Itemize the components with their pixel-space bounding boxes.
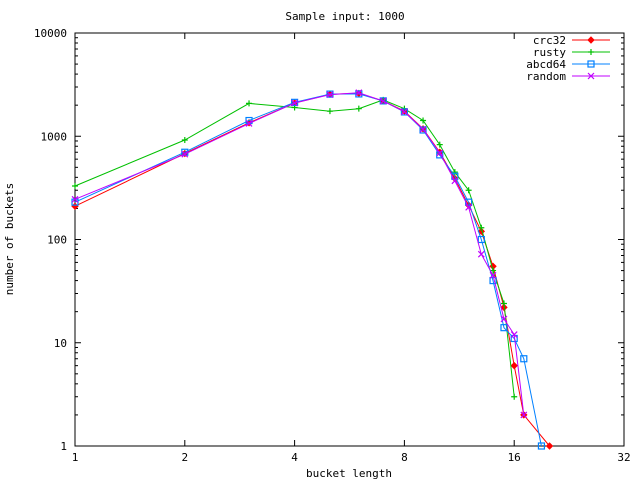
data-point — [355, 105, 362, 112]
data-point — [465, 187, 472, 194]
legend-label: random — [526, 70, 566, 83]
series-rusty — [72, 96, 518, 400]
data-point — [490, 267, 497, 274]
data-point — [510, 361, 518, 370]
series-line — [74, 99, 515, 397]
chart-title: Sample input: 1000 — [285, 10, 404, 23]
data-point — [436, 151, 444, 159]
data-point — [400, 108, 408, 116]
y-tick-label: 1 — [60, 440, 67, 453]
legend-marker — [587, 36, 595, 44]
data-point — [436, 141, 443, 148]
data-point — [520, 355, 528, 363]
legend-label: rusty — [533, 46, 566, 59]
series-layer — [71, 89, 554, 450]
series-line — [74, 93, 542, 447]
data-point — [326, 91, 334, 99]
legend-label: abcd64 — [526, 58, 566, 71]
data-point — [477, 235, 485, 244]
data-point — [500, 315, 508, 323]
legend-marker — [587, 72, 595, 80]
y-tick-label: 10000 — [34, 27, 67, 40]
data-point — [545, 442, 554, 450]
data-point — [245, 120, 253, 127]
data-point — [419, 125, 427, 133]
data-point — [478, 224, 485, 231]
x-axis-label: bucket length — [306, 467, 392, 480]
x-tick-label: 2 — [181, 451, 188, 464]
data-point — [71, 195, 79, 203]
series-random — [71, 89, 528, 419]
legend-label: crc32 — [533, 34, 566, 47]
data-point — [181, 150, 189, 158]
data-point — [451, 169, 458, 176]
x-tick-label: 8 — [401, 451, 408, 464]
data-point — [326, 108, 333, 115]
data-point — [436, 149, 444, 157]
y-axis-label: number of buckets — [3, 183, 16, 296]
data-point — [181, 136, 188, 143]
x-tick-label: 16 — [508, 451, 521, 464]
data-point — [400, 108, 408, 116]
data-point — [465, 203, 473, 211]
data-point — [537, 442, 546, 450]
x-tick-label: 32 — [617, 451, 630, 464]
y-tick-label: 1000 — [41, 130, 68, 143]
y-tick-label: 100 — [47, 234, 67, 247]
data-point — [489, 271, 497, 279]
data-point — [379, 97, 387, 105]
data-point — [510, 331, 518, 338]
data-point — [489, 276, 497, 285]
data-point — [500, 300, 507, 307]
data-point — [379, 97, 387, 105]
axis-ticks: 1 2 4 8 16 32 1 10 100 1000 10000 — [34, 27, 631, 464]
data-point — [419, 126, 427, 134]
data-point — [451, 177, 459, 185]
data-point — [291, 99, 299, 107]
data-point — [246, 100, 253, 107]
data-point — [477, 250, 485, 258]
data-point — [355, 89, 363, 97]
x-tick-label: 4 — [291, 451, 298, 464]
data-point — [72, 182, 78, 189]
legend-marker — [587, 60, 595, 68]
y-tick-label: 10 — [54, 337, 67, 350]
data-point — [500, 324, 508, 332]
data-point — [520, 411, 528, 419]
x-tick-label: 1 — [72, 451, 79, 464]
legend-marker — [588, 49, 594, 55]
data-point — [420, 117, 427, 124]
data-point — [511, 393, 518, 400]
data-point — [477, 227, 486, 236]
